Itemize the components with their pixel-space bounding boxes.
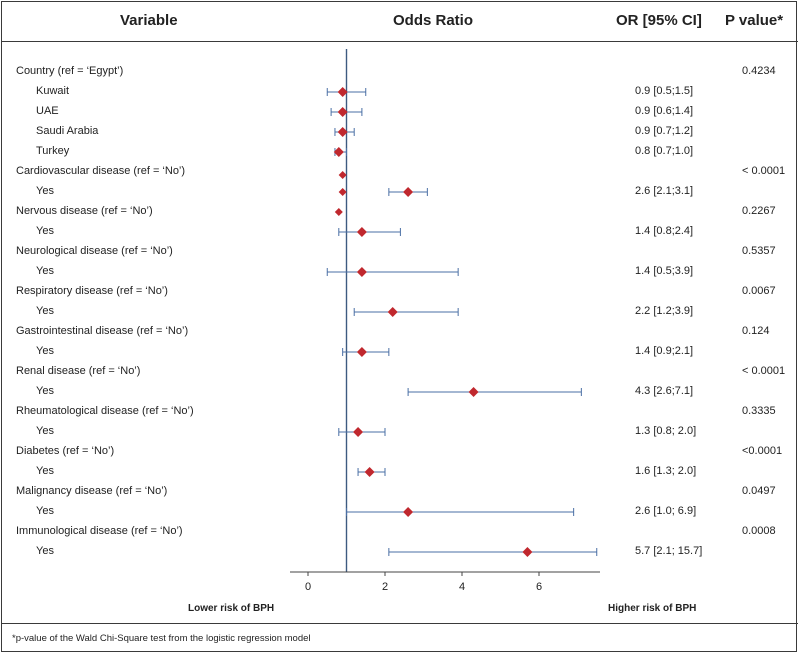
or-marker: [468, 387, 479, 397]
x-tick-label: 6: [536, 581, 542, 593]
group-label: Rheumatological disease (ref = ‘No’): [16, 405, 194, 417]
subgroup-label: Yes: [36, 425, 54, 437]
group-label: Nervous disease (ref = ‘No’): [16, 205, 153, 217]
or-marker: [353, 427, 364, 437]
subgroup-label: Yes: [36, 385, 54, 397]
subgroup-label: Yes: [36, 225, 54, 237]
group-label: Diabetes (ref = ‘No’): [16, 445, 115, 457]
p-value: 0.5357: [742, 245, 776, 257]
p-value: 0.2267: [742, 205, 776, 217]
p-value: 0.4234: [742, 65, 776, 77]
group-label: Renal disease (ref = ‘No’): [16, 365, 141, 377]
ci-value: 5.7 [2.1; 15.7]: [635, 545, 703, 557]
footnote-text: *p-value of the Wald Chi-Square test fro…: [12, 633, 311, 644]
subgroup-label: Yes: [36, 305, 54, 317]
ci-value: 0.9 [0.7;1.2]: [635, 125, 694, 137]
ci-value: 2.6 [2.1;3.1]: [635, 185, 694, 197]
header-odds-ratio: Odds Ratio: [393, 12, 474, 29]
higher-risk-label: Higher risk of BPH: [608, 603, 697, 614]
ci-value: 1.6 [1.3; 2.0]: [635, 465, 697, 477]
reference-marker: [334, 208, 343, 216]
group-label: Gastrointestinal disease (ref = ‘No’): [16, 325, 189, 337]
subgroup-label: Yes: [36, 465, 54, 477]
ci-value: 1.4 [0.9;2.1]: [635, 345, 694, 357]
x-tick-label: 0: [305, 581, 311, 593]
p-value: 0.0497: [742, 485, 776, 497]
subgroup-label: UAE: [36, 105, 59, 117]
subgroup-label: Yes: [36, 265, 54, 277]
header-p-value: P value*: [725, 12, 784, 29]
subgroup-label: Yes: [36, 185, 54, 197]
or-marker: [403, 187, 414, 197]
group-label: Respiratory disease (ref = ‘No’): [16, 285, 168, 297]
or-marker: [356, 347, 367, 357]
or-marker: [337, 127, 348, 137]
group-label: Immunological disease (ref = ‘No’): [16, 525, 183, 537]
group-label: Malignancy disease (ref = ‘No’): [16, 485, 168, 497]
ci-value: 0.9 [0.6;1.4]: [635, 105, 694, 117]
x-tick-label: 4: [459, 581, 465, 593]
p-value: < 0.0001: [742, 365, 786, 377]
p-value: 0.0067: [742, 285, 776, 297]
or-marker: [333, 147, 344, 157]
p-value: 0.124: [742, 325, 770, 337]
or-marker: [364, 467, 375, 477]
subgroup-label: Kuwait: [36, 85, 70, 97]
p-value: 0.0008: [742, 525, 776, 537]
or-marker: [387, 307, 398, 317]
p-value: < 0.0001: [742, 165, 786, 177]
x-tick-label: 2: [382, 581, 388, 593]
ci-value: 2.6 [1.0; 6.9]: [635, 505, 697, 517]
ci-value: 1.3 [0.8; 2.0]: [635, 425, 697, 437]
subgroup-label: Yes: [36, 545, 54, 557]
subgroup-label: Yes: [36, 345, 54, 357]
subgroup-label: Yes: [36, 505, 54, 517]
ci-value: 0.9 [0.5;1.5]: [635, 85, 694, 97]
group-label: Cardiovascular disease (ref = ‘No’): [16, 165, 186, 177]
or-marker: [522, 547, 533, 557]
forest-plot: 0 2 4 6: [290, 49, 600, 593]
or-marker: [403, 507, 414, 517]
or-marker: [337, 107, 348, 117]
group-label: Country (ref = ‘Egypt’): [16, 65, 124, 77]
or-marker: [337, 87, 348, 97]
table-header: Variable Odds Ratio OR [95% CI] P value*: [2, 2, 798, 42]
p-value: 0.3335: [742, 405, 776, 417]
ci-value: 2.2 [1.2;3.9]: [635, 305, 694, 317]
ci-value: 0.8 [0.7;1.0]: [635, 145, 694, 157]
subgroup-label: Turkey: [36, 145, 70, 157]
reference-marker: [338, 188, 347, 196]
group-label: Neurological disease (ref = ‘No’): [16, 245, 173, 257]
lower-risk-label: Lower risk of BPH: [188, 603, 275, 614]
subgroup-label: Saudi Arabia: [36, 125, 99, 137]
header-or-ci: OR [95% CI]: [616, 12, 702, 29]
or-marker: [356, 227, 367, 237]
ci-value: 1.4 [0.5;3.9]: [635, 265, 694, 277]
or-marker: [356, 267, 367, 277]
footnote-area: *p-value of the Wald Chi-Square test fro…: [2, 623, 798, 644]
p-value: <0.0001: [742, 445, 783, 457]
reference-marker: [338, 171, 347, 179]
ci-value: 1.4 [0.8;2.4]: [635, 225, 694, 237]
header-variable: Variable: [120, 12, 178, 29]
ci-value: 4.3 [2.6;7.1]: [635, 385, 694, 397]
